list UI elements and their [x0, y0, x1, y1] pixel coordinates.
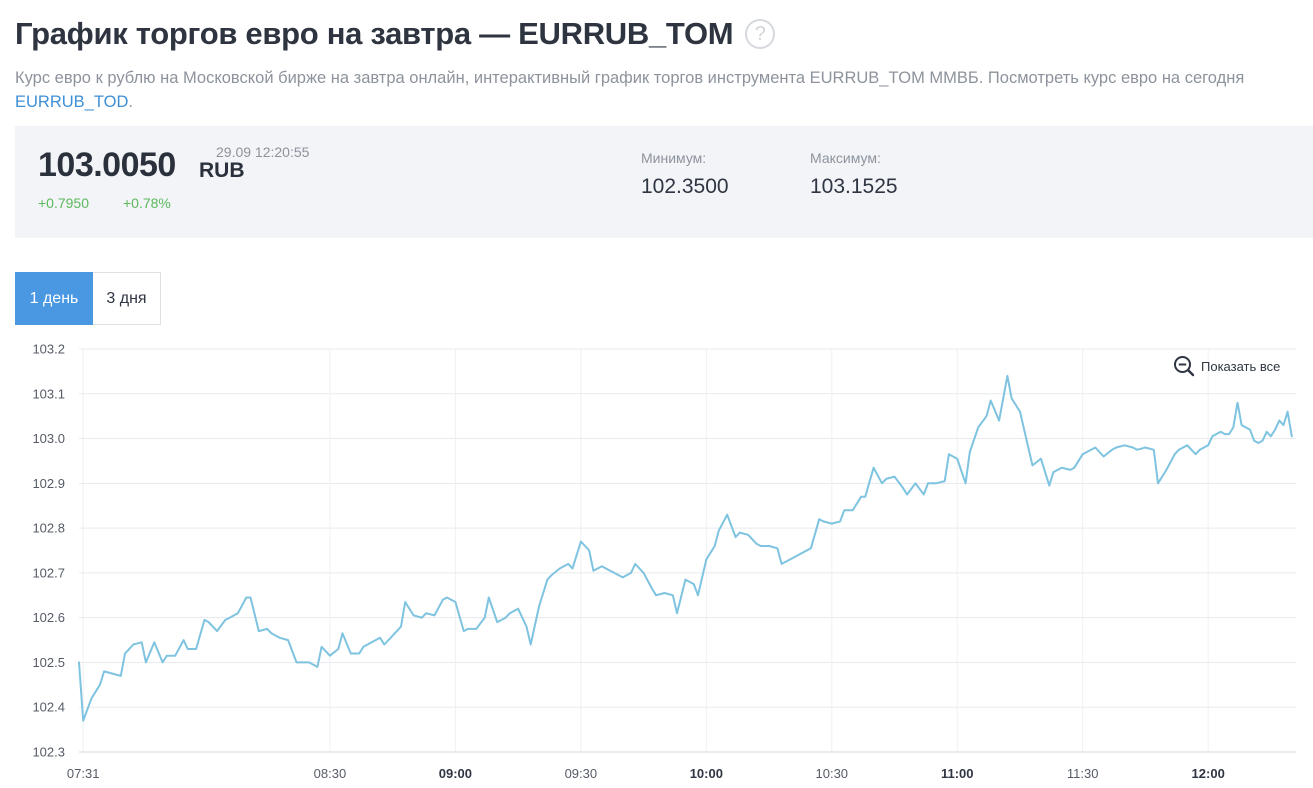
- x-tick-label: 11:00: [941, 766, 974, 781]
- tab-3-days[interactable]: 3 дня: [93, 272, 161, 325]
- y-tick-label: 102.4: [32, 700, 65, 715]
- price-chart[interactable]: 103.2 103.1 103.0 102.9 102.8 102.7 102.6 102.5…: [0, 330, 1313, 788]
- x-tick-label: 07:31: [67, 766, 100, 781]
- change-absolute: +0.7950: [38, 195, 89, 211]
- page-title: График торгов евро на завтра — EURRUB_TO…: [15, 16, 734, 51]
- y-tick-label: 102.9: [32, 476, 65, 491]
- x-tick-label: 09:30: [565, 766, 598, 781]
- description-text: Курс евро к рублю на Московской бирже на…: [15, 69, 1245, 87]
- title-row: График торгов евро на завтра — EURRUB_TO…: [15, 12, 776, 56]
- price-series-line: [78, 374, 1293, 722]
- quote-panel: 103.0050 RUB 29.09 12:20:55 +0.7950 +0.7…: [15, 126, 1313, 238]
- quote-time: 29.09 12:20:55: [216, 144, 310, 160]
- y-tick-label: 102.7: [32, 565, 65, 580]
- zoom-out-icon: [1174, 356, 1195, 377]
- eurrub-tod-link[interactable]: EURRUB_TOD: [15, 93, 129, 111]
- x-tick-label: 11:30: [1067, 766, 1099, 781]
- max-value: 103.1525: [810, 175, 898, 198]
- period-tabs: 1 день 3 дня: [15, 272, 161, 325]
- y-tick-label: 102.3: [32, 745, 65, 760]
- min-label: Минимум:: [641, 150, 707, 166]
- change-percent: +0.78%: [123, 195, 171, 211]
- y-tick-label: 102.8: [32, 521, 65, 536]
- x-tick-label: 10:30: [816, 766, 849, 781]
- y-tick-label: 102.5: [32, 655, 65, 670]
- y-tick-label: 103.1: [32, 386, 65, 401]
- y-tick-label: 102.6: [32, 610, 65, 625]
- question-circle-icon[interactable]: ?: [745, 19, 776, 49]
- tab-1-day[interactable]: 1 день: [15, 272, 93, 325]
- description-end: .: [128, 93, 133, 111]
- show-all-button[interactable]: Показать все: [1173, 355, 1280, 377]
- x-tick-label: 09:00: [439, 766, 472, 781]
- current-price: 103.0050: [38, 146, 176, 184]
- y-tick-label: 103.0: [32, 431, 65, 446]
- max-label: Максимум:: [810, 150, 881, 166]
- x-tick-label: 12:00: [1192, 766, 1225, 781]
- price-currency: RUB: [199, 159, 245, 182]
- x-tick-label: 08:30: [314, 766, 347, 781]
- y-tick-label: 103.2: [32, 342, 65, 357]
- min-value: 102.3500: [641, 175, 729, 198]
- page-description: Курс евро к рублю на Московской бирже на…: [15, 66, 1305, 114]
- x-tick-label: 10:00: [690, 766, 723, 781]
- show-all-label: Показать все: [1201, 358, 1281, 374]
